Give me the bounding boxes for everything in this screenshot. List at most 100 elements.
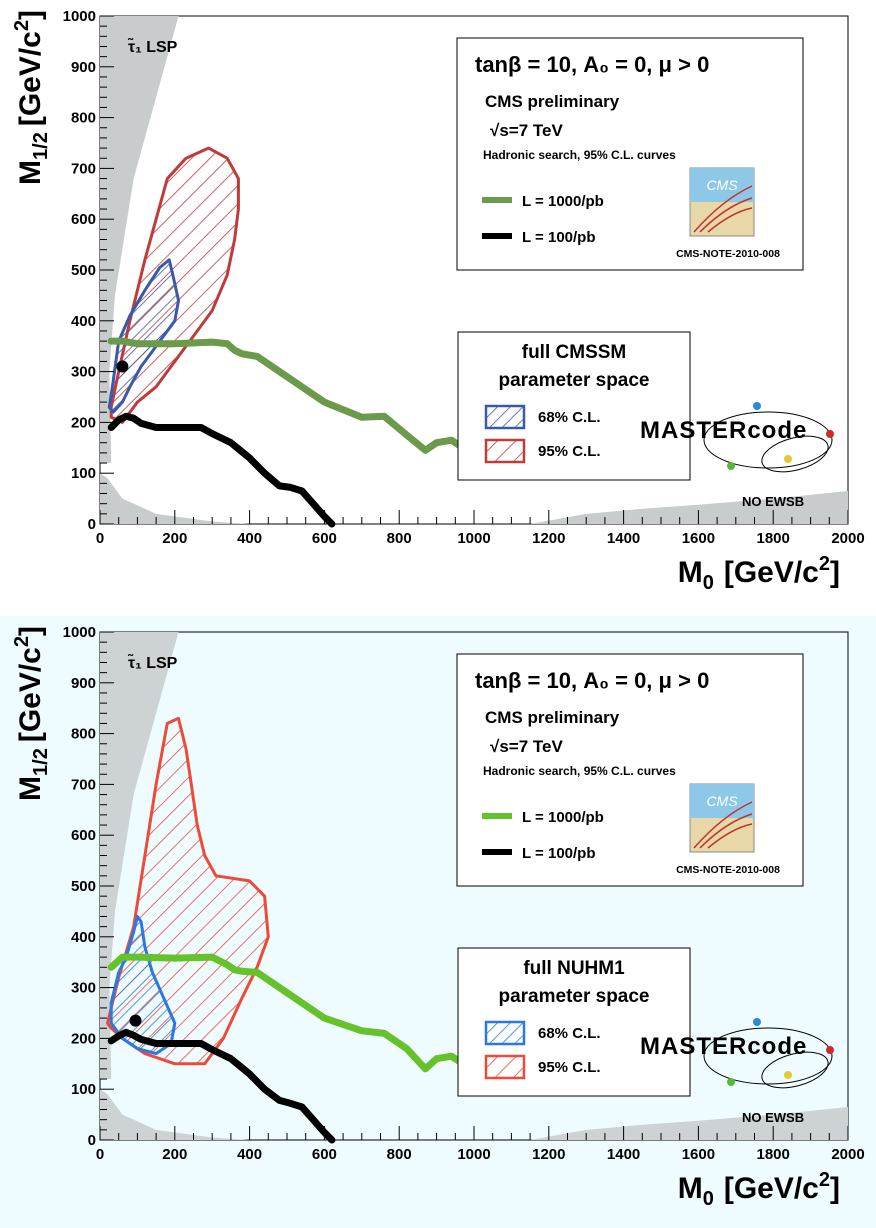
mastercode-dot-green: [727, 462, 735, 470]
stau-lsp-label: τ̃₁ LSP: [127, 652, 178, 672]
cms-logo-tracks: [693, 185, 753, 233]
stau-lsp-region: [100, 16, 179, 464]
x-tick-label: 1400: [607, 530, 640, 547]
y-tick-label: 800: [71, 726, 96, 743]
mastercode-dot-blue: [753, 402, 761, 410]
y-axis-sub: 1/2: [30, 748, 52, 776]
y-tick-label: 600: [71, 211, 96, 228]
x-tick-label: 1000: [457, 1146, 490, 1163]
cl-label: 95% C.L.: [538, 443, 601, 460]
y-tick-label: 700: [71, 160, 96, 177]
fit-box-subtitle: parameter space: [498, 986, 649, 1007]
cl-swatch: [484, 438, 526, 464]
x-tick-label: 2000: [831, 1146, 864, 1163]
best-fit-point: [129, 1014, 142, 1027]
x-axis-var: M: [678, 1172, 703, 1205]
x-tick-label: 200: [162, 530, 187, 547]
info-cms-preliminary: CMS preliminary: [485, 92, 620, 111]
mastercode-dot-blue: [753, 1018, 761, 1026]
cms-logo-sky: [690, 784, 754, 818]
no-ewsb-region: [530, 490, 848, 524]
x-axis-sub: 0: [703, 1188, 714, 1210]
x-tick-label: 600: [312, 1146, 337, 1163]
info-parameters: tanβ = 10, A₀ = 0, μ > 0: [475, 52, 709, 77]
x-tick-label: 200: [162, 1146, 187, 1163]
reach-100pb-line: [107, 1028, 336, 1144]
legend-line-label: L = 100/pb: [522, 229, 596, 246]
y-tick-label: 700: [71, 776, 96, 793]
x-axis-title: M0 [GeV/c2]: [678, 1169, 840, 1210]
mastercode-orbit-outer: [703, 411, 833, 469]
y-tick-label: 500: [71, 878, 96, 895]
cl-swatch: [484, 1020, 526, 1046]
x-tick-label: 0: [96, 530, 104, 547]
info-cms-preliminary: CMS preliminary: [485, 708, 620, 727]
x-tick-label: 1800: [757, 1146, 790, 1163]
cl68-contour: [107, 258, 180, 414]
info-note: CMS-NOTE-2010-008: [676, 864, 780, 876]
y-axis-sup: 2: [11, 20, 33, 31]
mastercode-dot-green: [727, 1078, 735, 1086]
x-axis-var: M: [678, 556, 703, 589]
y-tick-label: 0: [88, 1132, 96, 1149]
info-energy: √s=7 TeV: [490, 121, 563, 140]
y-tick-label: 0: [88, 516, 96, 533]
cms-logo-text: CMS: [706, 793, 738, 809]
cl-label: 68% C.L.: [538, 1025, 601, 1042]
mastercode-orbit-inner: [761, 1051, 829, 1089]
info-parameters: tanβ = 10, A₀ = 0, μ > 0: [475, 668, 709, 693]
y-axis-var: M: [14, 160, 47, 185]
y-axis-unit: [GeV/c: [14, 647, 47, 742]
y-tick-label: 300: [71, 980, 96, 997]
y-axis-title: M1/2 [GeV/c2]: [11, 626, 52, 801]
x-axis-unit: [GeV/c: [724, 556, 819, 589]
mastercode-dot-yellow: [784, 1071, 792, 1079]
y-tick-label: 500: [71, 262, 96, 279]
info-note: CMS-NOTE-2010-008: [676, 248, 780, 260]
nuhm1-panel: 0 200 400 600 800 1000 1200 1400 1600 1800 2000 0 10…: [0, 616, 876, 1228]
x-tick-label: 800: [387, 530, 412, 547]
fit-box-subtitle: parameter space: [498, 370, 649, 391]
x-tick-label: 400: [237, 1146, 262, 1163]
x-tick-label: 1600: [682, 1146, 715, 1163]
x-tick-label: 0: [96, 1146, 104, 1163]
legend-line-label: L = 1000/pb: [522, 193, 604, 210]
legend-line-label: L = 1000/pb: [522, 809, 604, 826]
x-axis-unit: [GeV/c: [724, 1172, 819, 1205]
y-tick-label: 200: [71, 1030, 96, 1047]
y-axis-close: ]: [14, 626, 47, 636]
x-tick-label: 1200: [532, 530, 565, 547]
x-tick-label: 1400: [607, 1146, 640, 1163]
x-tick-label: 2000: [831, 530, 864, 547]
reach-1000pb-line: [107, 953, 463, 1073]
cl-label: 95% C.L.: [538, 1059, 601, 1076]
y-tick-label: 900: [71, 59, 96, 76]
x-axis-title: M0 [GeV/c2]: [678, 553, 840, 594]
legend-line-label: L = 100/pb: [522, 845, 596, 862]
y-tick-label: 600: [71, 827, 96, 844]
fit-box-title: full CMSSM: [522, 342, 627, 363]
y-axis-title: M1/2 [GeV/c2]: [11, 10, 52, 185]
y-tick-label: 900: [71, 675, 96, 692]
cms-logo-tracks: [693, 801, 753, 849]
x-tick-label: 600: [312, 530, 337, 547]
y-tick-label: 200: [71, 414, 96, 431]
x-axis-sub: 0: [703, 572, 714, 594]
info-search: Hadronic search, 95% C.L. curves: [483, 764, 676, 778]
no-ewsb-label: NO EWSB: [742, 1110, 804, 1125]
x-tick-label: 1600: [682, 530, 715, 547]
reach-100pb-line: [107, 412, 336, 528]
x-axis-sup: 2: [819, 553, 830, 575]
y-tick-label: 100: [71, 465, 96, 482]
cl-label: 68% C.L.: [538, 409, 601, 426]
y-tick-label: 800: [71, 110, 96, 127]
no-ewsb-region: [530, 1106, 848, 1140]
cms-logo-sky: [690, 168, 754, 202]
mastercode-orbit-outer: [703, 1027, 833, 1085]
mastercode-logo-text: MASTERcode: [640, 1033, 807, 1060]
x-tick-label: 800: [387, 1146, 412, 1163]
cmssm-chart: 0 200 400 600 800 1000 1200 1400 1600 1800 2000010…: [11, 8, 865, 594]
mastercode-dot-yellow: [784, 455, 792, 463]
nuhm1-chart: 0 200 400 600 800 1000 1200 1400 1600 1800 2000010…: [11, 624, 865, 1210]
x-tick-label: 1000: [457, 530, 490, 547]
